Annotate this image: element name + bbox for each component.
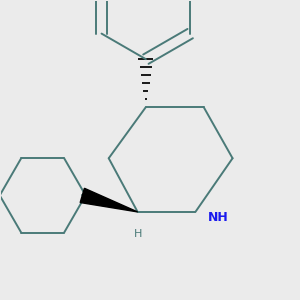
Text: H: H: [134, 229, 142, 239]
Text: NH: NH: [208, 211, 229, 224]
Polygon shape: [80, 188, 138, 212]
